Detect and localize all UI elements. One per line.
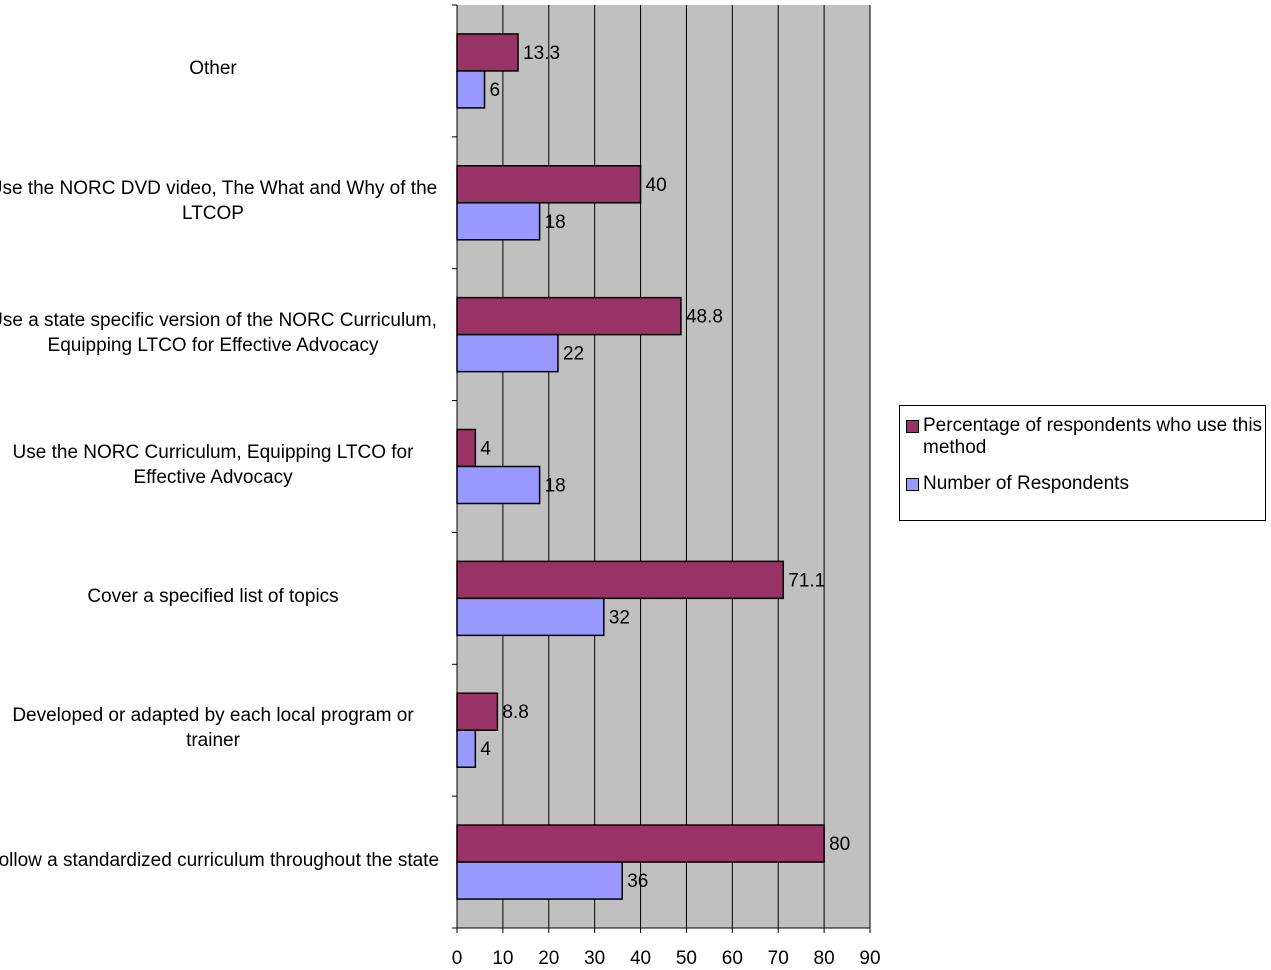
data-label-percentage: 40 <box>646 175 667 196</box>
category-label: Use a state specific version of the NORC… <box>0 309 437 356</box>
bar-respondents <box>456 70 486 109</box>
bar-respondents <box>456 465 541 505</box>
x-tick-label: 70 <box>768 948 789 969</box>
x-tick-label: 80 <box>814 948 835 969</box>
data-label-respondents: 32 <box>609 607 630 628</box>
x-tick-label: 10 <box>492 948 513 969</box>
category-label: Developed or adapted by each local progr… <box>12 705 414 752</box>
data-label-respondents: 6 <box>490 80 501 101</box>
data-label-respondents: 36 <box>627 871 648 892</box>
bar-percentage <box>456 33 519 72</box>
legend-item-respondents: Number of Respondents <box>906 473 1263 495</box>
data-label-percentage: 8.8 <box>502 702 528 723</box>
bar-percentage <box>456 824 825 863</box>
category-label: Follow a standardized curriculum through… <box>0 849 440 871</box>
legend-label-percentage: Percentage of respondents who use this m… <box>923 415 1263 458</box>
data-label-percentage: 48.8 <box>686 307 723 328</box>
x-tick-label: 30 <box>584 948 605 969</box>
category-label: Use the NORC DVD video, The What and Why… <box>0 177 438 224</box>
gridlines <box>502 5 871 928</box>
legend: Percentage of respondents who use this m… <box>899 405 1266 521</box>
x-tick-labels: 0 10 20 30 40 50 60 70 80 90 <box>452 948 881 969</box>
data-label-respondents: 18 <box>545 476 566 497</box>
category-label: Other <box>189 58 237 80</box>
x-tick-label: 40 <box>630 948 651 969</box>
bars <box>456 33 825 900</box>
bar-respondents <box>456 597 605 637</box>
bar-respondents <box>456 861 623 900</box>
bar-percentage <box>456 165 642 204</box>
data-label-respondents: 4 <box>480 739 491 760</box>
bar-respondents <box>456 333 559 373</box>
x-tick-label: 50 <box>676 948 697 969</box>
x-tick-label: 60 <box>722 948 743 969</box>
axis-ticks <box>452 4 871 933</box>
bar-percentage <box>456 560 785 600</box>
data-label-respondents: 22 <box>563 344 584 365</box>
category-label: Cover a specified list of topics <box>87 585 339 607</box>
data-label-respondents: 18 <box>545 212 566 233</box>
data-label-percentage: 71.1 <box>788 570 825 591</box>
bar-respondents <box>456 729 477 768</box>
bar-percentage <box>456 296 682 336</box>
data-labels: 13.3 6 40 18 48.8 22 4 18 71.1 32 8.8 4 80 36 <box>480 43 850 892</box>
x-tick-label: 20 <box>538 948 559 969</box>
legend-label-respondents: Number of Respondents <box>923 473 1129 494</box>
x-tick-label: 90 <box>859 948 880 969</box>
data-label-percentage: 80 <box>829 834 850 855</box>
legend-swatch-percentage <box>906 420 919 433</box>
data-label-percentage: 4 <box>480 439 491 460</box>
legend-swatch-respondents <box>906 478 919 491</box>
x-tick-label: 0 <box>452 948 463 969</box>
bar-respondents <box>456 202 541 241</box>
data-label-percentage: 13.3 <box>523 43 560 64</box>
bar-percentage <box>456 692 499 731</box>
category-label: Use the NORC Curriculum, Equipping LTCO … <box>12 441 414 488</box>
legend-item-percentage: Percentage of respondents who use this m… <box>906 415 1263 459</box>
bar-percentage <box>456 428 477 468</box>
